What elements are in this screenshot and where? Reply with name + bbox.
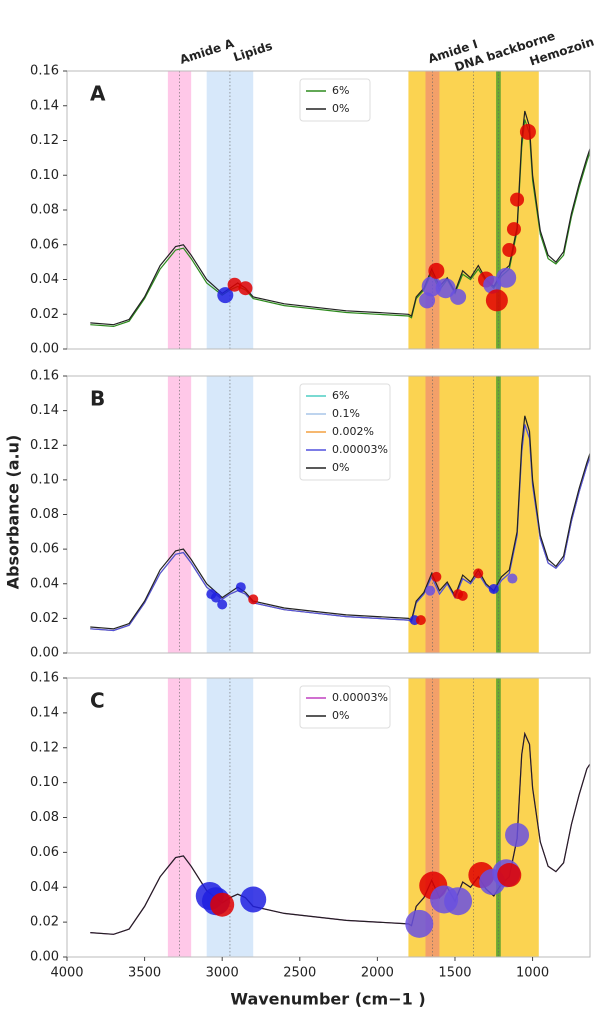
y-tick-label: 0.10 — [30, 472, 59, 487]
y-tick-label: 0.04 — [30, 880, 59, 895]
band — [167, 71, 192, 349]
y-axis-label: Absorbance (a.u) — [4, 435, 23, 590]
y-tick-label: 0.10 — [30, 775, 59, 790]
peak-marker — [507, 573, 518, 584]
peak-marker — [435, 278, 456, 299]
peak-marker — [497, 863, 522, 888]
peak-marker — [505, 822, 530, 847]
peak-marker — [519, 123, 536, 140]
y-tick-label: 0.16 — [30, 64, 59, 79]
x-tick-label: 2500 — [283, 966, 316, 981]
y-tick-label: 0.00 — [30, 950, 59, 965]
legend-label: 0% — [332, 102, 349, 115]
y-tick-label: 0.08 — [30, 507, 59, 522]
y-tick-label: 0.00 — [30, 342, 59, 357]
x-tick-label: 4000 — [50, 966, 83, 981]
spectrum-line — [90, 415, 590, 630]
y-tick-label: 0.12 — [30, 133, 59, 148]
plot-area — [90, 376, 590, 653]
band — [496, 376, 501, 653]
band — [206, 71, 254, 349]
peak-marker — [428, 262, 445, 279]
x-tick-label: 3500 — [128, 966, 161, 981]
panel-label: C — [90, 689, 105, 713]
peak-marker — [444, 887, 473, 916]
plot-area — [90, 678, 590, 957]
y-tick-label: 0.14 — [30, 705, 59, 720]
band-label: Amide A — [178, 36, 236, 67]
y-tick-label: 0.02 — [30, 611, 59, 626]
peak-marker — [431, 571, 442, 582]
band — [167, 376, 192, 653]
peak-marker — [450, 288, 467, 305]
x-tick-label: 3000 — [206, 966, 239, 981]
plot-area — [90, 71, 590, 349]
y-tick-label: 0.06 — [30, 542, 59, 557]
y-tick-label: 0.14 — [30, 403, 59, 418]
legend-label: 0% — [332, 709, 349, 722]
peak-marker — [248, 594, 259, 605]
peak-marker — [485, 289, 508, 312]
peak-marker — [488, 583, 499, 594]
y-tick-label: 0.04 — [30, 576, 59, 591]
peak-marker — [502, 242, 517, 257]
legend-label: 0.002% — [332, 425, 374, 438]
panel-label: B — [90, 387, 105, 411]
y-tick-label: 0.00 — [30, 646, 59, 661]
y-tick-label: 0.04 — [30, 272, 59, 287]
band — [496, 678, 501, 957]
peak-marker — [425, 585, 436, 596]
panel-label: A — [90, 82, 106, 106]
y-tick-label: 0.08 — [30, 203, 59, 218]
peak-marker — [210, 892, 235, 917]
peak-marker — [240, 886, 267, 913]
peak-marker — [496, 267, 517, 288]
legend-label: 0.1% — [332, 407, 360, 420]
legend-box — [299, 78, 371, 122]
y-tick-label: 0.16 — [30, 369, 59, 384]
peak-marker — [227, 277, 242, 292]
x-tick-label: 2000 — [361, 966, 394, 981]
y-tick-label: 0.08 — [30, 810, 59, 825]
legend-label: 6% — [332, 389, 349, 402]
legend-label: 0.00003% — [332, 691, 388, 704]
y-tick-label: 0.06 — [30, 237, 59, 252]
peak-marker — [506, 222, 521, 237]
peak-marker — [415, 615, 426, 626]
legend-label: 6% — [332, 84, 349, 97]
band — [496, 71, 501, 349]
peak-marker — [210, 592, 221, 603]
peak-marker — [235, 582, 246, 593]
peak-marker — [238, 281, 253, 296]
peak-marker — [457, 590, 468, 601]
band-label: Lipids — [232, 39, 275, 65]
y-tick-label: 0.12 — [30, 438, 59, 453]
peak-marker — [405, 909, 434, 938]
y-tick-label: 0.14 — [30, 98, 59, 113]
x-axis-label: Wavenumber (cm−1 ) — [230, 990, 425, 1009]
peak-marker — [510, 192, 525, 207]
y-tick-label: 0.02 — [30, 307, 59, 322]
y-tick-label: 0.10 — [30, 168, 59, 183]
band — [206, 678, 254, 957]
legend-label: 0.00003% — [332, 443, 388, 456]
peak-marker — [217, 287, 234, 304]
legend-box — [299, 685, 391, 729]
legend-box — [299, 383, 391, 481]
legend-label: 0% — [332, 461, 349, 474]
peak-marker — [473, 568, 484, 579]
peak-marker — [217, 599, 228, 610]
y-tick-label: 0.02 — [30, 915, 59, 930]
band — [167, 678, 192, 957]
y-tick-label: 0.16 — [30, 671, 59, 686]
y-tick-label: 0.12 — [30, 740, 59, 755]
x-tick-label: 1500 — [438, 966, 471, 981]
y-tick-label: 0.06 — [30, 845, 59, 860]
x-tick-label: 1000 — [516, 966, 549, 981]
